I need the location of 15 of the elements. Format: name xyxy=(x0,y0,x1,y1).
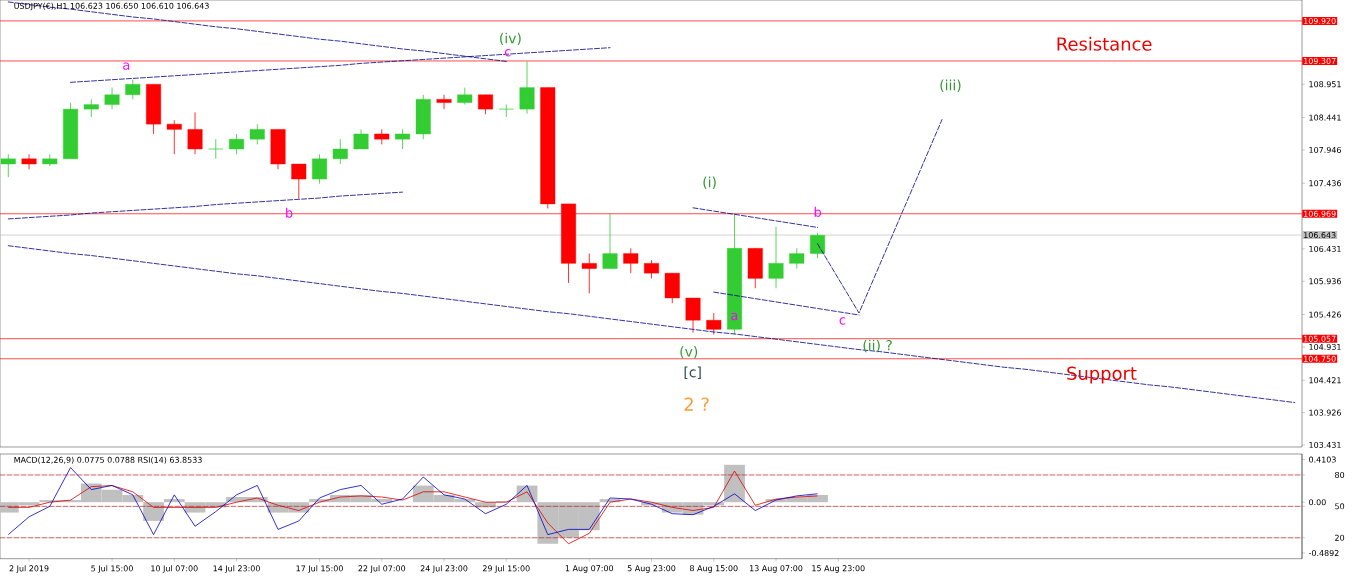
annotation: [c] xyxy=(684,366,701,380)
annotation: c xyxy=(504,49,511,57)
annotation: 2 ? xyxy=(684,397,709,411)
annotation: a xyxy=(731,312,738,321)
annotation: Support xyxy=(1067,366,1137,384)
annotation: (iv) xyxy=(500,32,521,46)
annotation: b xyxy=(814,206,822,217)
annotation: (v) xyxy=(680,346,698,359)
annotation: b xyxy=(286,207,293,218)
annotation: Resistance xyxy=(1057,36,1152,51)
annotation: (iii) xyxy=(940,79,961,93)
annotation: (ii) ? xyxy=(863,339,892,353)
annotation: a xyxy=(123,62,130,70)
annotation: (i) xyxy=(703,176,716,190)
annotation: c xyxy=(839,317,846,325)
